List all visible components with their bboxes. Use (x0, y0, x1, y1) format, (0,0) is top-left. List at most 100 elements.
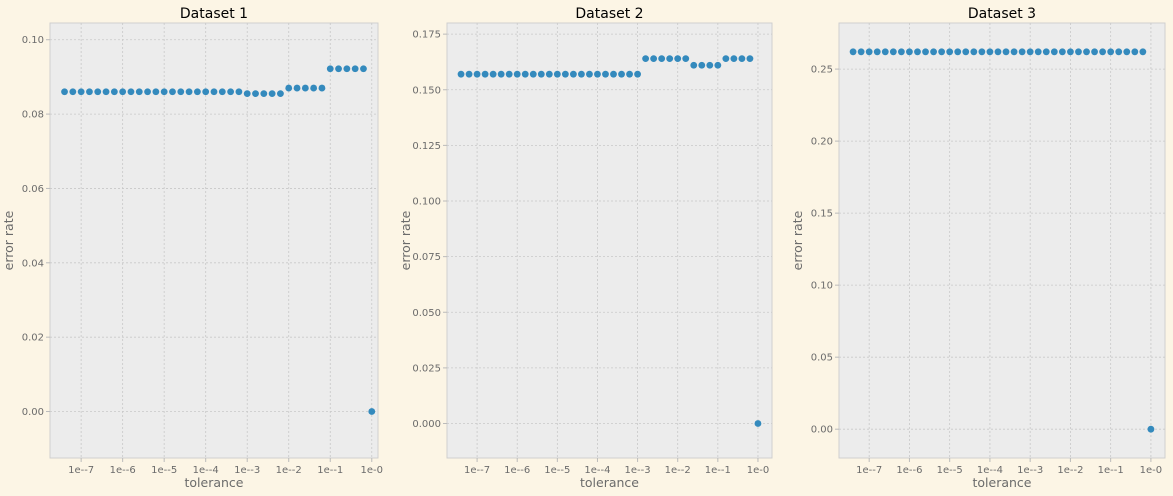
data-point (210, 88, 218, 96)
chart-title: Dataset 2 (575, 6, 643, 22)
chart-panel-1: 0.00 0.02 0.04 0.06 0.08 0.10 1e--7 1e--6 1e--5 1… (1, 6, 383, 490)
data-point (962, 48, 970, 56)
data-point (586, 70, 593, 78)
data-point (326, 65, 334, 73)
y-tick-label: 0.125 (412, 141, 441, 152)
data-point (682, 55, 690, 63)
data-point (897, 48, 905, 56)
data-point (1131, 48, 1139, 56)
y-tick-label: 0.075 (412, 252, 441, 263)
y-tick-label: 0.100 (412, 197, 441, 208)
y-tick-label: 0.050 (412, 308, 441, 319)
data-point (185, 88, 193, 96)
y-axis-label: error rate (790, 210, 805, 270)
data-point (202, 88, 210, 96)
y-tick-label: 0.20 (811, 137, 833, 148)
data-point (970, 48, 978, 56)
data-point (1050, 48, 1058, 56)
y-tick-label: 0.15 (811, 209, 833, 220)
plot-area (446, 22, 773, 459)
x-tick-label: 1e--1 (1098, 465, 1124, 476)
data-point (110, 88, 118, 96)
data-point (706, 61, 714, 69)
data-point (152, 88, 160, 96)
data-point (277, 90, 284, 98)
data-point (930, 48, 937, 56)
data-point (243, 90, 251, 98)
data-point (177, 88, 185, 96)
x-tick-label: 1e--2 (1057, 465, 1083, 476)
data-point (1083, 48, 1090, 56)
x-axis-label: tolerance (185, 475, 244, 490)
plot-area (838, 22, 1166, 459)
data-point (473, 70, 481, 78)
data-point (849, 48, 857, 56)
data-point (481, 70, 489, 78)
data-point (954, 48, 962, 56)
data-point (301, 84, 309, 92)
data-point (1075, 48, 1082, 56)
x-tick-label: 1e--5 (937, 465, 963, 476)
x-tick-label: 1e--6 (110, 465, 136, 476)
x-tick-label: 1e--6 (896, 465, 922, 476)
data-point (1123, 48, 1131, 56)
data-point (1099, 48, 1107, 56)
data-point (618, 70, 625, 78)
data-point (268, 90, 276, 98)
data-point (1115, 48, 1123, 56)
data-point (1034, 48, 1042, 56)
data-point (1067, 48, 1074, 56)
y-tick-label: 0.25 (811, 65, 833, 76)
x-tick-label: 1e--5 (151, 465, 177, 476)
chart-panel-2: 0.000 0.025 0.050 0.075 0.100 0.125 0.150 0.175… (398, 6, 773, 490)
y-tick-label: 0.10 (811, 281, 833, 292)
data-point (351, 65, 359, 73)
data-point (594, 70, 601, 78)
data-point (569, 70, 577, 78)
data-point (86, 88, 93, 96)
data-point (674, 55, 682, 63)
x-tick-label: 1e--4 (977, 465, 1003, 476)
data-point (1091, 48, 1098, 56)
data-point (889, 48, 897, 56)
data-point (465, 70, 473, 78)
data-point (102, 88, 110, 96)
data-point (335, 65, 342, 73)
y-tick-label: 0.02 (22, 333, 44, 344)
y-tick-label: 0.025 (412, 363, 441, 374)
chart-title: Dataset 1 (180, 6, 248, 22)
data-point (160, 88, 168, 96)
data-point (553, 70, 561, 78)
data-point (690, 61, 698, 69)
data-point (293, 84, 301, 92)
data-point (857, 48, 865, 56)
x-tick-label: 1e--2 (276, 465, 302, 476)
data-point (144, 88, 151, 96)
data-point (227, 88, 235, 96)
data-point (1042, 48, 1050, 56)
data-point (545, 70, 553, 78)
data-point (602, 70, 609, 78)
x-tick-label: 1e--7 (856, 465, 882, 476)
plot-area (49, 22, 379, 459)
data-point (368, 408, 376, 415)
data-point (722, 55, 730, 63)
data-point (1058, 48, 1066, 56)
data-point (119, 88, 127, 96)
y-tick-label: 0.175 (412, 30, 441, 41)
data-point (922, 48, 929, 56)
data-point (1010, 48, 1018, 56)
data-point (730, 55, 738, 63)
data-point (650, 55, 658, 63)
data-point (1002, 48, 1010, 56)
data-point (746, 55, 754, 63)
data-point (938, 48, 946, 56)
data-point (626, 70, 633, 78)
x-tick-label: 1e--3 (625, 465, 651, 476)
y-tick-label: 0.000 (412, 419, 441, 430)
x-tick-label: 1e--3 (234, 465, 260, 476)
chart-panel-3: 0.00 0.05 0.10 0.15 0.20 0.25 1e--7 1e--6 1e--5 1… (790, 6, 1166, 490)
data-point (310, 84, 318, 92)
y-tick-label: 0.08 (22, 110, 44, 121)
x-tick-label: 1e--1 (705, 465, 731, 476)
